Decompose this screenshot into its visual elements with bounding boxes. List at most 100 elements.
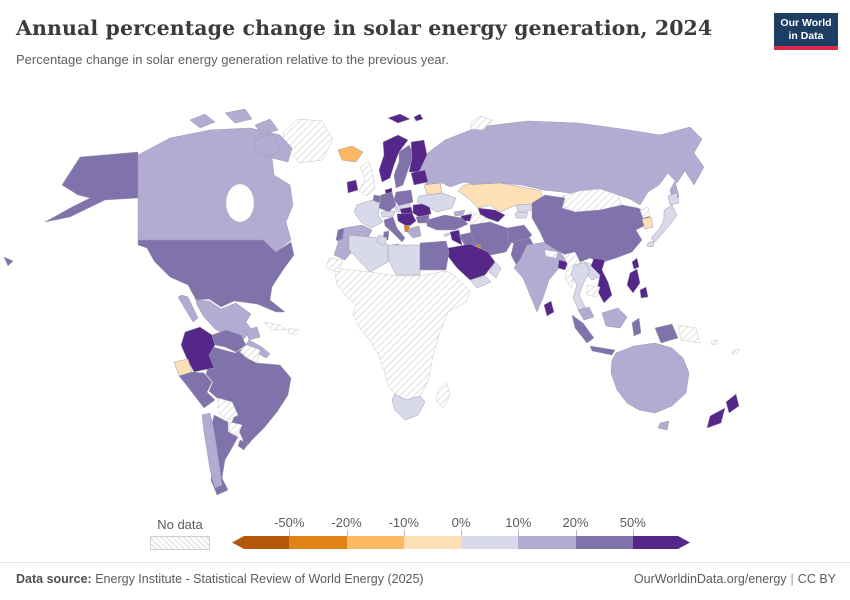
map-region-vietnam[interactable] [590, 257, 613, 304]
map-region-sumatra[interactable] [571, 314, 595, 344]
map-region-yemen[interactable] [469, 275, 492, 289]
legend-no-data-swatch[interactable] [150, 536, 210, 550]
map-region-pacific-islands[interactable] [710, 339, 740, 355]
map-region-tajikistan[interactable] [514, 211, 529, 219]
owid-logo[interactable]: Our World in Data [774, 13, 838, 50]
map-region-peru[interactable] [178, 371, 216, 409]
map-region-kyrgyzstan[interactable] [515, 203, 534, 213]
map-region-greenland[interactable] [282, 118, 334, 164]
map-region-madagascar[interactable] [435, 380, 451, 409]
map-region-georgia[interactable] [453, 209, 466, 217]
legend-tick-label-6: 50% [619, 515, 646, 530]
map-region-sulawesi[interactable] [631, 317, 642, 337]
map-region-arctic-island-2[interactable] [224, 108, 253, 124]
map-region-cambodia[interactable] [586, 284, 601, 298]
map-region-arctic-island-1[interactable] [189, 113, 216, 129]
map-region-south-korea[interactable] [641, 216, 654, 230]
map-region-germany[interactable] [378, 191, 397, 213]
map-region-benelux[interactable] [372, 194, 382, 204]
owid-logo-line1: Our World [780, 17, 832, 30]
map-region-australia[interactable] [610, 342, 690, 414]
legend-bin-2[interactable] [346, 536, 404, 549]
map-region-iceland[interactable] [337, 145, 364, 163]
legend-bin-6[interactable] [575, 536, 633, 549]
owid-energy-link[interactable]: OurWorldinData.org/energy [633, 572, 787, 586]
map-region-sub-saharan-africa[interactable] [333, 267, 471, 401]
map-region-chile[interactable] [201, 412, 223, 489]
legend-bin-5[interactable] [518, 536, 576, 549]
legend-bin-1[interactable] [289, 536, 347, 549]
map-region-hispaniola[interactable] [287, 327, 300, 336]
legend-bin-0[interactable] [232, 536, 290, 549]
map-region-france[interactable] [353, 199, 384, 229]
map-region-uruguay[interactable] [237, 439, 249, 451]
map-region-myanmar[interactable] [562, 251, 581, 289]
map-region-sweden[interactable] [393, 144, 415, 189]
map-region-tasmania[interactable] [657, 420, 670, 431]
map-region-sri-lanka[interactable] [543, 300, 555, 317]
map-region-saudi-arabia[interactable] [446, 243, 496, 281]
map-region-north-korea[interactable] [639, 206, 651, 219]
map-region-central-america[interactable] [245, 339, 271, 359]
map-region-balkans[interactable] [396, 212, 417, 228]
map-region-baltics[interactable] [410, 169, 429, 186]
map-region-guyanas[interactable] [239, 344, 261, 364]
map-region-cuba[interactable] [263, 321, 288, 331]
map-region-thailand[interactable] [570, 261, 591, 312]
map-region-china[interactable] [531, 194, 651, 264]
map-region-libya[interactable] [387, 244, 421, 276]
map-region-bolivia[interactable] [217, 397, 239, 421]
map-region-austria-switzerland[interactable] [380, 210, 396, 218]
map-region-paraguay[interactable] [227, 421, 243, 436]
map-region-levant[interactable] [449, 229, 463, 246]
map-region-philippines-mindanao[interactable] [639, 286, 649, 299]
map-region-borneo[interactable] [601, 307, 628, 329]
map-region-western-sahara[interactable] [325, 257, 344, 273]
map-region-baja-california[interactable] [177, 294, 199, 323]
map-region-south-africa[interactable] [391, 393, 426, 421]
map-region-philippines-luzon[interactable] [626, 268, 641, 294]
map-region-cyprus[interactable] [443, 232, 451, 237]
map-region-turkey[interactable] [426, 214, 469, 231]
map-region-nepal[interactable] [544, 249, 559, 259]
map-region-papua-new-guinea[interactable] [677, 324, 701, 344]
map-region-ukraine[interactable] [416, 192, 457, 213]
legend-bin-4[interactable] [461, 536, 519, 549]
map-region-tunisia[interactable] [376, 234, 388, 247]
map-region-egypt[interactable] [419, 240, 450, 271]
map-region-ireland[interactable] [346, 179, 359, 194]
map-region-japan-honshu[interactable] [650, 204, 678, 243]
map-region-new-zealand-south[interactable] [706, 407, 726, 429]
legend-bin-7[interactable] [633, 536, 690, 549]
map-region-russia[interactable] [413, 120, 705, 206]
map-region-japan-kyushu[interactable] [646, 240, 655, 248]
map-region-colombia[interactable] [180, 326, 216, 373]
map-region-malaysia[interactable] [577, 306, 595, 321]
map-region-novaya-zemlya[interactable] [469, 115, 494, 131]
map-region-arctic-island-3[interactable] [254, 118, 279, 136]
map-region-yucatan[interactable] [245, 326, 261, 341]
map-region-svalbard[interactable] [387, 113, 424, 124]
chart-footer: Data source: Energy Institute - Statisti… [0, 562, 850, 600]
map-region-united-kingdom[interactable] [358, 160, 376, 197]
map-region-united-states[interactable] [137, 239, 295, 313]
map-region-taiwan[interactable] [631, 257, 640, 270]
map-region-greece[interactable] [407, 225, 422, 239]
map-region-baffin-island[interactable] [254, 133, 282, 159]
map-region-new-zealand-north[interactable] [725, 393, 740, 414]
map-region-canada[interactable] [129, 127, 294, 253]
map-region-bangladesh[interactable] [557, 259, 569, 271]
map-region-norway[interactable] [378, 134, 409, 183]
legend-bin-3[interactable] [403, 536, 461, 549]
map-region-italy[interactable] [383, 216, 406, 243]
map-region-west-papua[interactable] [654, 323, 679, 344]
map-region-java[interactable] [589, 345, 616, 356]
map-region-uzbekistan[interactable] [477, 207, 506, 223]
legend-tick-mark-3 [461, 530, 462, 536]
map-region-venezuela[interactable] [211, 329, 247, 353]
map-region-oman[interactable] [488, 261, 502, 279]
map-region-iran[interactable] [469, 221, 514, 256]
map-region-alaska[interactable] [44, 151, 139, 223]
map-region-hawaii[interactable] [3, 256, 14, 267]
map-region-japan-hokkaido[interactable] [667, 192, 680, 206]
